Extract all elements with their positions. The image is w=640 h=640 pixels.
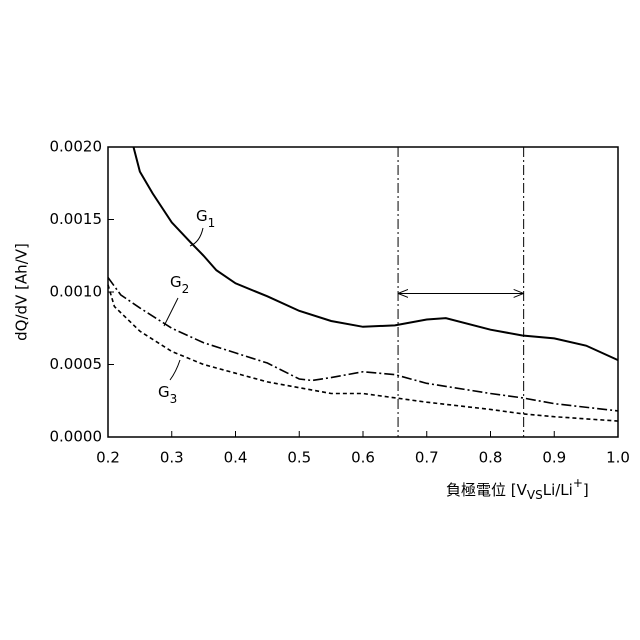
y-tick-label: 0.0010 [50, 283, 103, 301]
x-axis-label: 負極電位 [VVSLi/Li+] [446, 476, 589, 502]
x-tick-label: 0.5 [287, 449, 311, 467]
leader-line [164, 298, 178, 326]
y-tick-label: 0.0000 [50, 428, 103, 446]
x-tick-label: 0.9 [542, 449, 566, 467]
x-tick-label: 0.3 [160, 449, 184, 467]
series-label: G2 [170, 273, 189, 296]
series-line [108, 278, 618, 411]
y-tick-label: 0.0015 [50, 210, 103, 228]
series-line [134, 147, 619, 360]
series-label-sub: 1 [208, 216, 216, 230]
y-tick-label: 0.0005 [50, 355, 103, 373]
page: {"chart_data": {"type": "line", "ylabel"… [0, 0, 640, 640]
x-tick-label: 0.8 [479, 449, 503, 467]
y-tick-label: 0.0020 [50, 138, 103, 156]
series-label-main: G [170, 273, 182, 291]
y-axis-label: dQ/dV [Ah/V] [13, 243, 31, 341]
x-tick-label: 0.2 [96, 449, 120, 467]
series-label: G1 [196, 207, 215, 230]
x-tick-label: 0.4 [224, 449, 248, 467]
x-tick-label: 0.7 [415, 449, 439, 467]
chart: dQ/dV [Ah/V] 負極電位 [VVSLi/Li+] 0.0000 0.00… [0, 0, 640, 640]
x-tick-label: 1.0 [606, 449, 630, 467]
series-label-sub: 2 [182, 282, 190, 296]
series-label-main: G [158, 383, 170, 401]
leader-line [170, 360, 180, 380]
series-label-sub: 3 [170, 392, 178, 406]
series-label: G3 [158, 383, 177, 406]
series-line [108, 285, 618, 421]
x-tick-label: 0.6 [351, 449, 375, 467]
series-label-main: G [196, 207, 208, 225]
